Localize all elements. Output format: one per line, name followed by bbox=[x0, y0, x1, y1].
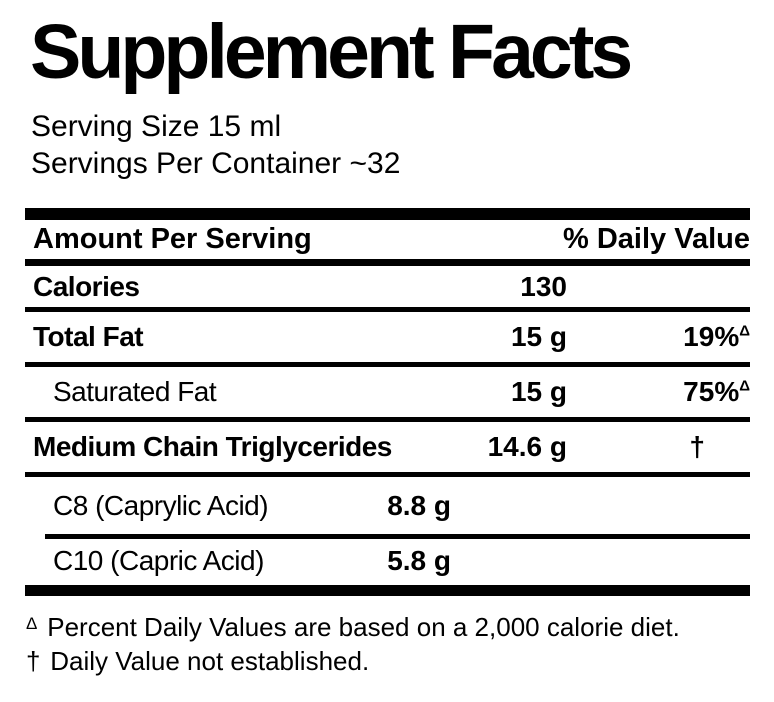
nutrient-daily-value: † bbox=[567, 431, 750, 463]
nutrient-name: Calories bbox=[33, 270, 140, 302]
amount-per-serving-header: Amount Per Serving bbox=[33, 223, 312, 255]
footnotes: Δ Percent Daily Values are based on a 2,… bbox=[25, 607, 750, 678]
serving-info: Serving Size 15 ml Servings Per Containe… bbox=[25, 108, 750, 182]
servings-per-container-text: Servings Per Container ~32 bbox=[31, 147, 401, 180]
footnote-not-established: † Daily Value not established. bbox=[26, 644, 750, 678]
thick-separator-bar-top bbox=[25, 208, 750, 220]
nutrient-name: C8 (Caprylic Acid) bbox=[53, 489, 269, 521]
footnote-text: Daily Value not established. bbox=[50, 646, 370, 676]
delta-superscript-marker: Δ bbox=[739, 377, 750, 395]
table-row-c8: C8 (Caprylic Acid) 8.8 g bbox=[25, 477, 750, 534]
nutrient-amount: 130 bbox=[520, 270, 567, 302]
dagger-marker: † bbox=[689, 431, 705, 462]
daily-value-percent: 75% bbox=[683, 376, 740, 407]
table-row-mct: Medium Chain Triglycerides 14.6 g † bbox=[25, 422, 750, 477]
daily-value-percent: 19% bbox=[683, 321, 740, 352]
table-row-total-fat: Total Fat 15 g 19%Δ bbox=[25, 312, 750, 367]
nutrient-amount: 15 g bbox=[510, 321, 567, 352]
daily-value-header: % Daily Value bbox=[563, 223, 750, 255]
nutrient-amount: 5.8 g bbox=[387, 544, 451, 576]
table-row-c10: C10 (Capric Acid) 5.8 g bbox=[25, 534, 750, 582]
dagger-marker: † bbox=[26, 646, 41, 676]
table-header-row: Amount Per Serving % Daily Value bbox=[25, 220, 750, 266]
nutrient-amount: 8.8 g bbox=[387, 489, 451, 521]
table-row-saturated-fat: Saturated Fat 15 g 75%Δ bbox=[25, 367, 750, 422]
facts-title: Supplement Facts bbox=[30, 9, 633, 95]
delta-superscript-marker: Δ bbox=[26, 614, 38, 633]
footnote-daily-values: Δ Percent Daily Values are based on a 2,… bbox=[26, 607, 750, 644]
nutrient-amount: 14.6 g bbox=[487, 431, 567, 462]
nutrient-name: C10 (Capric Acid) bbox=[53, 544, 264, 576]
nutrient-name: Saturated Fat bbox=[53, 376, 217, 407]
nutrient-name: Total Fat bbox=[33, 321, 144, 352]
thick-separator-bar-bottom bbox=[25, 585, 750, 596]
serving-size-text: Serving Size 15 ml bbox=[31, 110, 282, 143]
nutrient-amount: 15 g bbox=[510, 376, 567, 407]
nutrient-name: Medium Chain Triglycerides bbox=[33, 431, 392, 462]
footnote-text: Percent Daily Values are based on a 2,00… bbox=[47, 612, 680, 642]
delta-superscript-marker: Δ bbox=[739, 322, 750, 340]
table-row-calories: Calories 130 bbox=[25, 266, 750, 312]
nutrient-daily-value: 75%Δ bbox=[567, 376, 750, 408]
nutrient-daily-value: 19%Δ bbox=[567, 321, 750, 353]
